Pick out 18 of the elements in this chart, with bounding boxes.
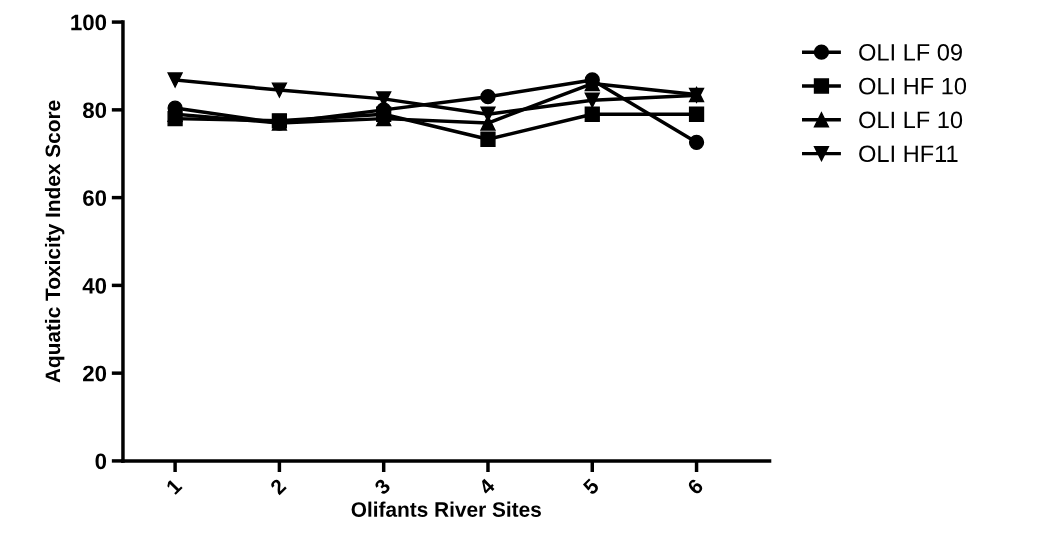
x-tick-label: 4 (477, 477, 496, 496)
y-axis-title: Aquatic Toxicity Index Score (44, 100, 65, 383)
y-tick-label: 100 (71, 14, 107, 31)
y-tick-label: 80 (82, 102, 107, 119)
x-tick-label: 2 (269, 477, 287, 496)
x-tick-label: 3 (373, 477, 392, 496)
y-tick-label: 60 (83, 190, 107, 206)
y-tick-label: 20 (83, 365, 107, 382)
legend-label: OLI HF 10 (859, 77, 967, 95)
x-tick-label: 6 (686, 477, 705, 496)
x-tick-label: 1 (165, 477, 183, 495)
legend-label: OLI HF11 (859, 145, 958, 163)
x-tick-label: 5 (582, 477, 600, 496)
y-tick-label: 40 (82, 277, 107, 294)
legend-label: OLI LF 09 (859, 43, 962, 61)
y-tick-label: 0 (95, 453, 107, 470)
legend-label: OLI LF 10 (859, 111, 963, 129)
x-axis-title: Olifants River Sites (351, 501, 541, 517)
